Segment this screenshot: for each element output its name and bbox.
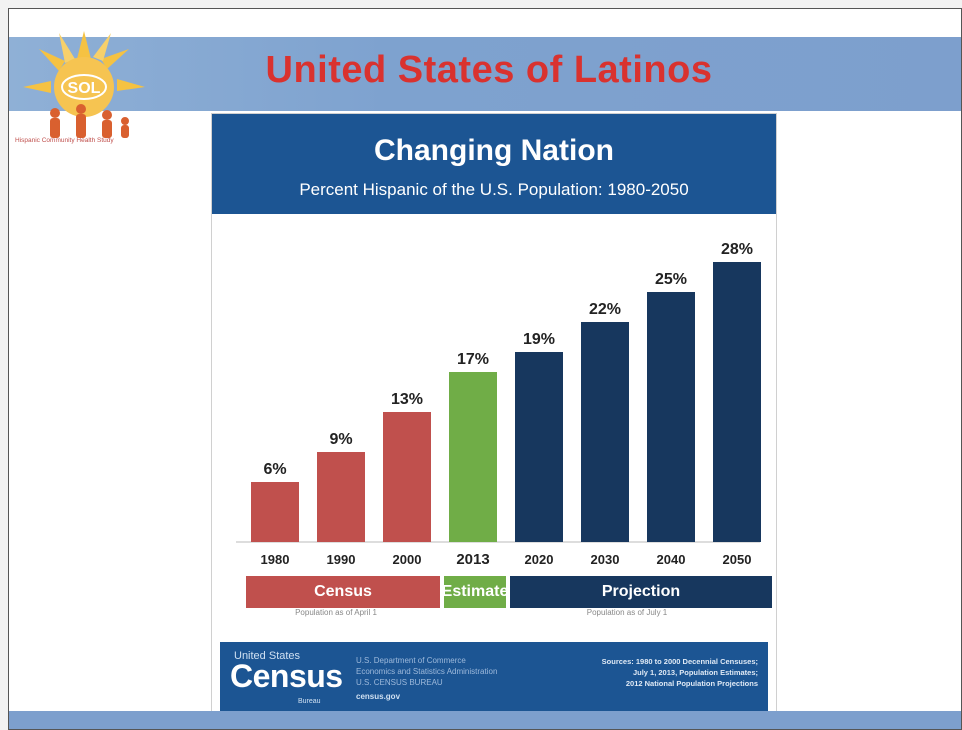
band-note: Population as of July 1 [586,608,668,617]
bar-2040 [647,292,695,542]
sol-logo: SOL [23,31,145,138]
slide-title: United States of Latinos [265,49,713,91]
census-logo-top: United States [234,650,301,662]
dept-line: U.S. Department of Commerce [356,656,466,665]
bottom-band [9,711,961,729]
data-label-2020: 19% [523,331,555,348]
dept-line: U.S. CENSUS BUREAU [356,678,443,687]
x-tick-2050: 2050 [723,552,752,567]
data-label-1980: 6% [263,461,286,478]
data-label-2013: 17% [457,351,489,368]
title-banner [9,37,961,111]
logo-text: SOL [68,80,101,97]
census-logo-bureau: Bureau [298,698,321,705]
sun-icon [23,31,145,117]
census-logo: Census [230,658,343,694]
logo-caption: Hispanic Community Health Study [15,137,114,144]
data-label-2040: 25% [655,271,687,288]
legend-band-estimate: Estimate [442,576,508,608]
census-footer: United States Census Bureau U.S. Departm… [220,642,768,714]
chart-panel: Changing Nation Percent Hispanic of the … [211,113,777,721]
bar-2050 [713,262,761,542]
bar-1990 [317,452,365,542]
bar-1980 [251,482,299,542]
chart-title: Changing Nation [374,134,614,167]
x-tick-2030: 2030 [591,552,620,567]
x-tick-2020: 2020 [525,552,554,567]
census-url: census.gov [356,692,401,701]
source-line: Sources: 1980 to 2000 Decennial Censuses… [601,657,758,666]
source-line: 2012 National Population Projections [625,679,758,688]
people-icon [50,104,129,138]
x-tick-2013: 2013 [456,551,489,568]
x-tick-1980: 1980 [261,552,290,567]
legend-band-census: Census [246,576,440,608]
slide: United States of Latinos SOL Hispanic Co… [8,8,962,730]
data-label-2050: 28% [721,241,753,258]
x-tick-2040: 2040 [657,552,686,567]
chart-header: Changing Nation Percent Hispanic of the … [212,114,776,214]
data-label-1990: 9% [329,431,352,448]
legend-band-projection: Projection [510,576,772,608]
data-label-2030: 22% [589,301,621,318]
dept-line: Economics and Statistics Administration [356,667,498,676]
bar-chart: 6% 1980 9% 1990 13% 2000 17% 2013 19% 2020 22% 2030… [236,241,761,568]
x-tick-1990: 1990 [327,552,356,567]
source-line: July 1, 2013, Population Estimates; [632,668,758,677]
chart-subtitle: Percent Hispanic of the U.S. Population:… [299,180,689,199]
sources-note: Sources: 1980 to 2000 Decennial Censuses… [538,656,758,689]
band-note: Population as of April 1 [295,608,377,617]
data-label-2000: 13% [391,391,423,408]
bar-2030 [581,322,629,542]
x-tick-2000: 2000 [393,552,422,567]
bar-2013 [449,372,497,542]
bar-2000 [383,412,431,542]
bar-2020 [515,352,563,542]
